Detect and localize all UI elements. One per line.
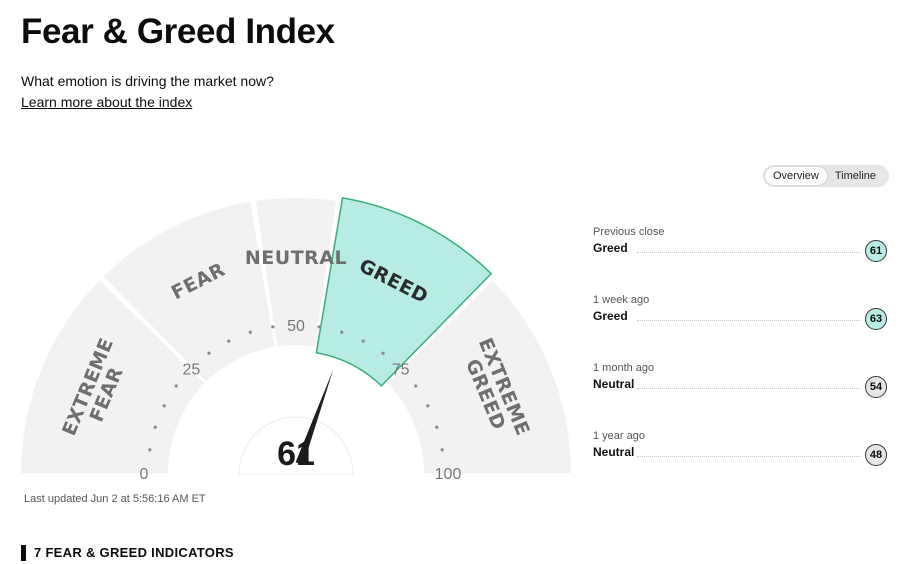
history-period: Previous close	[593, 226, 665, 238]
gauge-tick-label: 100	[435, 466, 462, 483]
history-rating: Greed	[593, 241, 628, 255]
gauge-scale-dot	[440, 448, 444, 452]
indicators-heading: 7 FEAR & GREED INDICATORS	[21, 545, 234, 561]
gauge-zone-label: NEUTRAL	[245, 247, 347, 269]
history-value-badge: 48	[865, 444, 887, 466]
gauge-value: 61	[277, 435, 315, 473]
gauge-center-hub	[238, 416, 354, 475]
gauge-scale-dot	[248, 330, 252, 334]
gauge-tick-label: 0	[140, 466, 149, 483]
history-value-badge: 54	[865, 376, 887, 398]
gauge-tick-label: 75	[392, 361, 410, 378]
gauge-tick-label: 50	[287, 318, 305, 335]
history-dotted-line	[637, 252, 861, 253]
gauge-scale-dot	[317, 325, 321, 329]
page-subtitle: What emotion is driving the market now?	[21, 73, 274, 89]
history-rating: Neutral	[593, 377, 635, 391]
history-dotted-line	[637, 388, 861, 389]
page-title: Fear & Greed Index	[21, 12, 335, 51]
history-period: 1 year ago	[593, 430, 645, 442]
history-item: 1 week ago Greed 63	[593, 294, 889, 362]
gauge-scale-dot	[162, 404, 166, 408]
timeline-tab[interactable]: Timeline	[834, 170, 877, 182]
view-toggle: Overview Timeline	[763, 165, 889, 187]
gauge-scale-dot	[381, 351, 385, 355]
history-value-badge: 61	[865, 240, 887, 262]
overview-tab[interactable]: Overview	[765, 167, 827, 185]
gauge-zone-greed	[315, 197, 493, 387]
gauge-scale-dot	[207, 351, 211, 355]
history-value-badge: 63	[865, 308, 887, 330]
gauge-scale-dot	[426, 404, 430, 408]
history-item: 1 year ago Neutral 48	[593, 430, 889, 498]
history-panel: Previous close Greed 61 1 week ago Greed 63 1 …	[593, 226, 889, 498]
gauge-scale-dot	[435, 425, 439, 429]
history-item: 1 month ago Neutral 54	[593, 362, 889, 430]
gauge-scale-dot	[271, 325, 275, 329]
learn-more-link[interactable]: Learn more about the index	[21, 94, 193, 110]
history-dotted-line	[637, 456, 861, 457]
gauge-scale-dot	[414, 384, 418, 388]
gauge-zone-extreme-fear	[21, 280, 205, 473]
history-dotted-line	[637, 320, 861, 321]
gauge-scale-dot	[227, 339, 231, 343]
gauge-tick-label: 25	[182, 361, 200, 378]
history-period: 1 week ago	[593, 294, 650, 306]
gauge-scale-dot	[148, 448, 152, 452]
gauge-needle	[295, 369, 334, 465]
last-updated: Last updated Jun 2 at 5:56:16 AM ET	[24, 493, 206, 505]
gauge-zone-extreme-greed	[387, 280, 571, 473]
gauge-zone-fear	[103, 201, 275, 382]
history-rating: Greed	[593, 309, 628, 323]
gauge-scale-dot	[174, 384, 178, 388]
history-rating: Neutral	[593, 445, 635, 459]
gauge-scale-dot	[340, 330, 344, 334]
gauge-zone-neutral	[255, 198, 337, 347]
gauge-scale-dot	[361, 339, 365, 343]
history-item: Previous close Greed 61	[593, 226, 889, 294]
gauge-scale-dot	[153, 425, 157, 429]
history-period: 1 month ago	[593, 362, 655, 374]
